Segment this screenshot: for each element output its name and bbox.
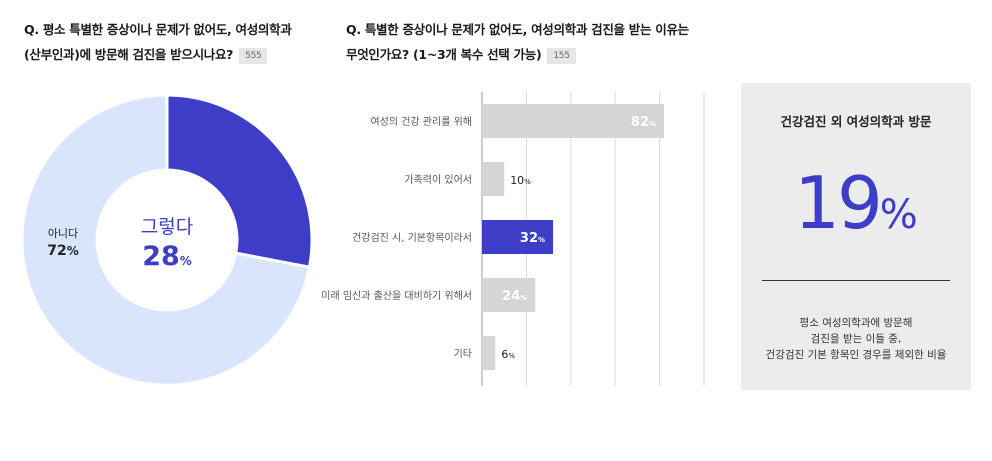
yes-value-unit: % <box>179 254 192 268</box>
bar <box>482 336 496 370</box>
highlight-panel: 건강검진 외 여성의학과 방문 19% 평소 여성의학과에 방문해 검진을 받는… <box>741 83 971 390</box>
no-value-number: 72 <box>47 243 67 259</box>
no-value: 72% <box>34 241 92 261</box>
bar-value-unit: % <box>520 294 527 302</box>
yes-value: 28% <box>118 239 216 279</box>
panel-note-line1: 평소 여성의학과에 방문해 <box>799 317 913 329</box>
question-1-line2-text: (산부인과)에 방문해 검진을 받으시나요? <box>24 47 234 62</box>
category-label: 가족력이 있어서 <box>404 174 472 186</box>
question-2-line1: Q. 특별한 증상이나 문제가 없어도, 여성의학과 검진을 받는 이유는 <box>346 22 689 37</box>
bar-value-unit: % <box>524 178 531 186</box>
donut-center-label: 그렇다 28% <box>118 215 216 279</box>
bar-value-unit: % <box>538 236 545 244</box>
bar-value-unit: % <box>649 120 656 128</box>
yes-value-number: 28 <box>142 241 180 272</box>
donut-slice-yes <box>165 95 314 269</box>
no-value-unit: % <box>66 244 79 258</box>
bar-value-unit: % <box>508 352 515 360</box>
category-label: 건강검진 시, 기본항목이라서 <box>352 232 472 244</box>
bar-value-label: 6% <box>501 348 515 361</box>
question-2-title: Q. 특별한 증상이나 문제가 없어도, 여성의학과 검진을 받는 이유는 무엇… <box>346 17 726 67</box>
bar-chart: 여성의 건강 관리를 위해 82%가족력이 있어서 10%건강검진 시, 기본항목이… <box>321 92 705 386</box>
yes-label: 그렇다 <box>140 216 194 238</box>
bar <box>482 162 505 196</box>
panel-note-line3: 건강검진 기본 항목인 경우를 제외한 비율 <box>765 349 947 361</box>
donut-slice-no <box>20 95 312 387</box>
category-label: 기타 <box>454 348 472 360</box>
panel-title: 건강검진 외 여성의학과 방문 <box>780 114 932 129</box>
bar-value-label: 10% <box>510 174 531 187</box>
category-label: 미래 임신과 출산을 대비하기 위해서 <box>321 289 472 302</box>
question-1-line2: (산부인과)에 방문해 검진을 받으시나요? 555 <box>24 42 324 67</box>
no-label: 아니다 <box>47 227 79 240</box>
panel-value: 19% <box>741 153 971 265</box>
donut-no-label: 아니다 72% <box>34 227 92 261</box>
bar <box>482 278 536 312</box>
panel-value-unit: % <box>879 192 918 238</box>
panel-divider <box>762 280 950 281</box>
panel-value-number: 19 <box>794 161 883 245</box>
respondent-count-badge: 555 <box>239 47 268 64</box>
panel-note: 평소 여성의학과에 방문해 검진을 받는 이들 중, 건강검진 기본 항목인 경… <box>741 315 971 363</box>
respondent-count-badge: 155 <box>547 47 576 64</box>
bar <box>482 104 665 138</box>
question-1-title: Q. 평소 특별한 증상이나 문제가 없어도, 여성의학과 (산부인과)에 방문… <box>24 17 324 67</box>
donut-chart <box>20 95 314 387</box>
category-label: 여성의 건강 관리를 위해 <box>370 115 472 128</box>
bar <box>482 220 554 254</box>
question-2-line2: 무엇인가요? (1~3개 복수 선택 가능) 155 <box>346 42 726 67</box>
question-2-line2-text: 무엇인가요? (1~3개 복수 선택 가능) <box>346 47 542 62</box>
panel-note-line2: 검진을 받는 이들 중, <box>810 333 902 345</box>
question-1-line1: Q. 평소 특별한 증상이나 문제가 없어도, 여성의학과 <box>24 22 292 37</box>
